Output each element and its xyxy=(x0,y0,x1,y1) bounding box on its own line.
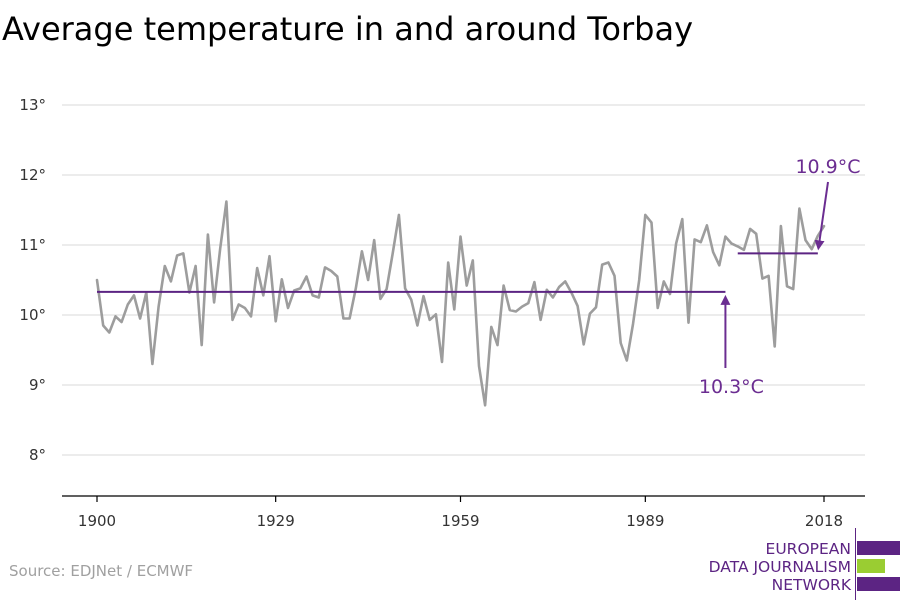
temperature-series-line xyxy=(95,200,826,407)
x-tick-label: 1929 xyxy=(257,512,295,530)
chart-title: Average temperature in and around Torbay xyxy=(2,10,693,48)
y-tick-label: 9° xyxy=(29,376,46,394)
logo-bar-top xyxy=(857,541,900,555)
logo-bar-bottom xyxy=(857,577,900,591)
annotation-label-recent-average: 10.9°C xyxy=(795,156,860,178)
y-axis-tick-labels: 8° 9° 10° 11° 12° 13° xyxy=(19,96,46,464)
annotation-label-overall-average: 10.3°C xyxy=(699,376,764,398)
x-axis: 1900 1929 1959 1989 2018 xyxy=(62,495,865,530)
annotation-arrow-recent-average xyxy=(814,181,829,251)
logo-bar-middle xyxy=(857,559,885,573)
x-tick-label: 2018 xyxy=(805,512,843,530)
y-tick-label: 8° xyxy=(29,446,46,464)
x-tick-label: 1989 xyxy=(626,512,664,530)
logo-line-3: NETWORK xyxy=(772,576,852,594)
series-layer xyxy=(95,200,826,407)
edjnet-logo: EUROPEAN DATA JOURNALISM NETWORK xyxy=(709,528,900,600)
x-tick-label: 1959 xyxy=(441,512,479,530)
logo-line-2: DATA JOURNALISM xyxy=(709,558,851,576)
average-lines xyxy=(97,252,818,293)
y-tick-label: 10° xyxy=(19,306,46,324)
gridlines xyxy=(62,104,865,456)
logo-line-1: EUROPEAN xyxy=(766,540,851,558)
y-tick-label: 11° xyxy=(19,236,46,254)
annotations: 10.3°C 10.9°C xyxy=(699,156,861,398)
x-tick-label: 1900 xyxy=(78,512,116,530)
y-tick-label: 13° xyxy=(19,96,46,114)
y-tick-label: 12° xyxy=(19,166,46,184)
source-note: Source: EDJNet / ECMWF xyxy=(9,562,193,580)
